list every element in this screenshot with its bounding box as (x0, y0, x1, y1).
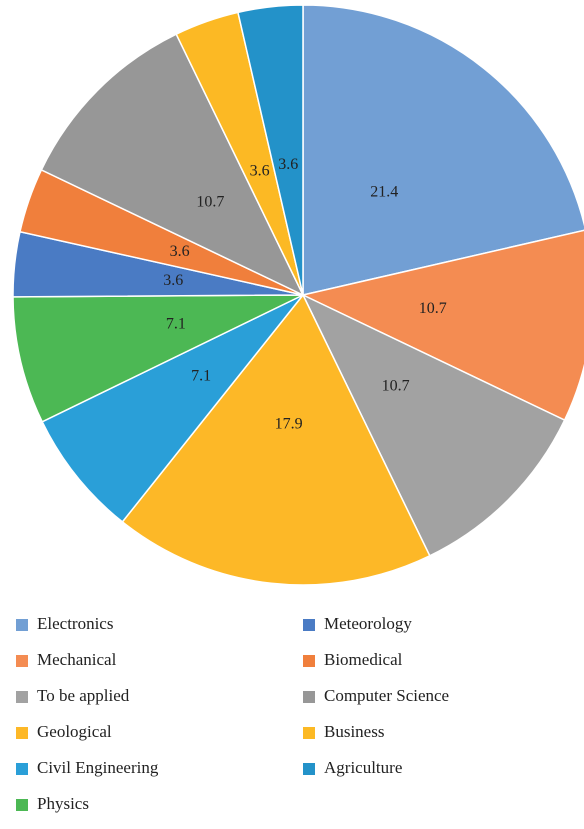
pie-slice (300, 229, 584, 422)
pie-slice (237, 4, 304, 296)
data-label: 3.6 (250, 163, 270, 180)
legend-swatch (16, 799, 28, 811)
legend-label: Agriculture (324, 758, 402, 777)
data-label: 10.7 (419, 300, 447, 317)
pie-slice (121, 293, 431, 586)
legend-label: Mechanical (37, 650, 117, 669)
legend-swatch (16, 763, 28, 775)
pie-slice (40, 33, 305, 297)
data-label: 17.9 (275, 415, 303, 432)
legend-swatch (303, 763, 315, 775)
data-label: 10.7 (382, 378, 410, 395)
data-label: 7.1 (191, 367, 211, 384)
pie-slice (301, 293, 566, 557)
data-label: 10.7 (196, 194, 224, 211)
data-label: 3.6 (278, 156, 298, 173)
data-label: 3.6 (170, 243, 190, 260)
legend-swatch (16, 655, 28, 667)
legend-label: Electronics (37, 614, 113, 633)
legend-swatch (303, 727, 315, 739)
pie-slice (302, 4, 584, 296)
legend-label: Biomedical (324, 650, 403, 669)
data-label: 7.1 (166, 315, 186, 332)
pie-slice (12, 294, 304, 423)
pie-slice (41, 294, 304, 523)
legend-label: To be applied (37, 686, 130, 705)
legend-label: Business (324, 722, 384, 741)
legend-label: Civil Engineering (37, 758, 159, 777)
data-label: 3.6 (163, 272, 183, 289)
legend-swatch (16, 691, 28, 703)
legend-swatch (16, 619, 28, 631)
legend-label: Meteorology (324, 614, 412, 633)
legend-swatch (303, 691, 315, 703)
legend-label: Computer Science (324, 686, 449, 705)
legend-label: Geological (37, 722, 112, 741)
legend-swatch (303, 655, 315, 667)
legend-label: Physics (37, 794, 89, 813)
legend-swatch (16, 727, 28, 739)
data-label: 21.4 (370, 184, 398, 201)
legend-swatch (303, 619, 315, 631)
